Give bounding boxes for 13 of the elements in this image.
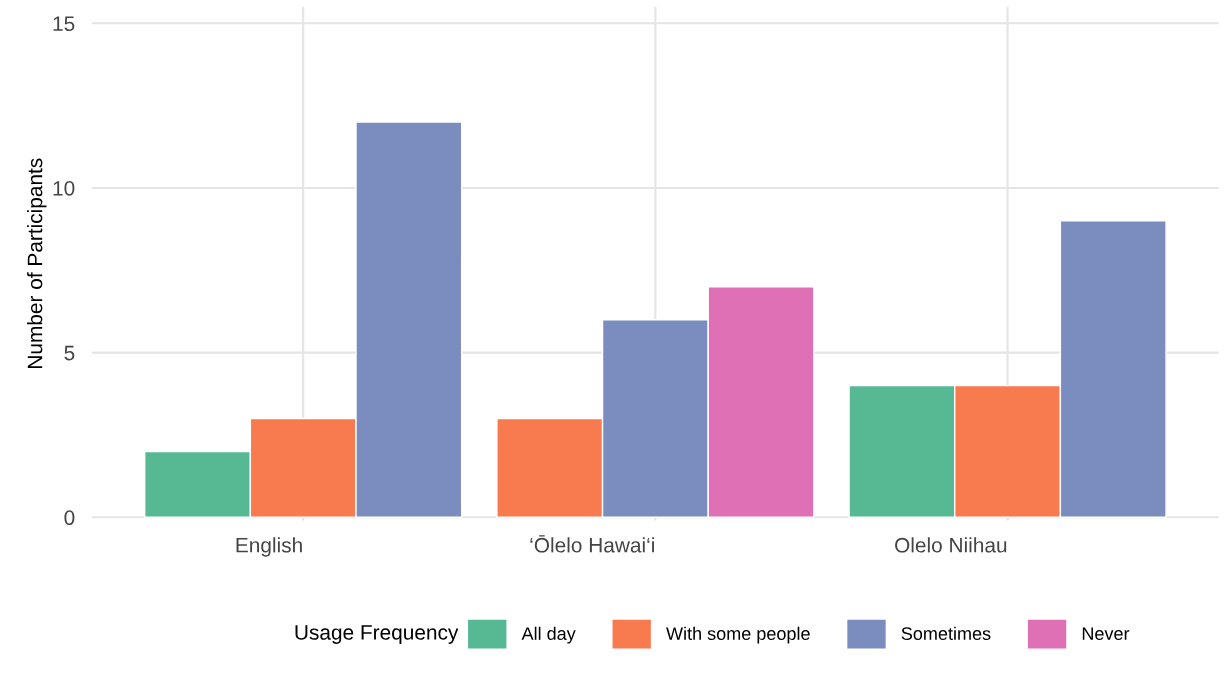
x-tick-label: English: [236, 537, 302, 557]
y-axis-title: Number of Participants: [27, 158, 47, 368]
legend-label: Sometimes: [901, 626, 991, 640]
x-tick-label: ‘Ōlelo Hawai‘i: [530, 535, 654, 553]
legend-label: All day: [521, 626, 576, 644]
y-tick-label: 0: [64, 510, 75, 526]
legend-title: Usage Frequency: [295, 625, 459, 644]
x-tick-label: Olelo Niihau: [895, 537, 1007, 553]
y-tick-label: 15: [53, 16, 75, 32]
y-tick-label: 10: [53, 180, 75, 196]
y-tick-label: 5: [64, 345, 75, 361]
legend-label: With some people: [666, 626, 810, 644]
legend-label: Never: [1082, 627, 1130, 640]
